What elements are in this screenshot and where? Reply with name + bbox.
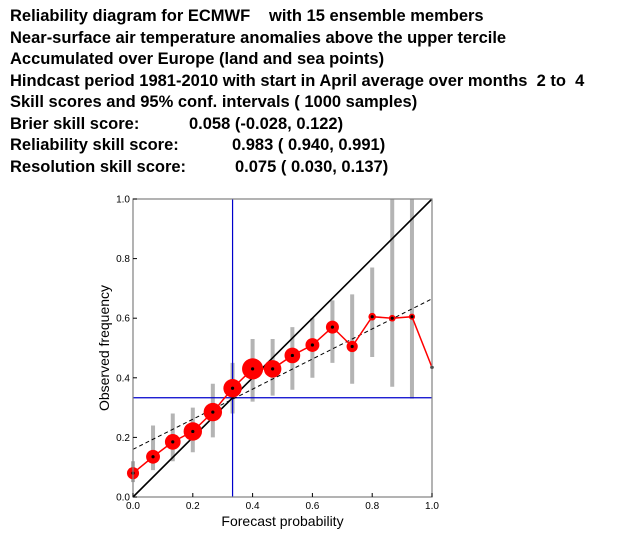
skill-intro-line: Skill scores and 95% conf. intervals ( 1… (10, 92, 584, 114)
reliability-line: Reliability skill score: 0.983 ( 0.940, 0… (10, 135, 584, 157)
brier-value: 0.058 (-0.028, 0.122) (189, 114, 344, 133)
marker-center-4 (211, 410, 215, 414)
x-tick-label-1: 0.2 (186, 501, 200, 512)
title-line-1: Reliability diagram for ECMWF with 15 ens… (10, 6, 584, 28)
axis-ticks: 0.0 0.2 0.4 0.6 0.8 1.0 0.0 0.2 0.4 0.6 0.8 1.0 (116, 195, 439, 513)
region-text: Accumulated over Europe (land and sea po… (10, 50, 385, 68)
hindcast-line: Hindcast period 1981-2010 with start in … (10, 71, 584, 93)
y-tick-label-4: 0.8 (116, 254, 130, 265)
marker-center-8 (290, 353, 294, 358)
y-tick-label-1: 0.2 (116, 433, 130, 444)
x-tick-label-4: 0.8 (365, 501, 379, 512)
perfect-reliability-diagonal (132, 198, 433, 498)
y-tick-label-3: 0.6 (116, 314, 130, 325)
title-ensemble-text: with 15 ensemble members (269, 7, 484, 25)
y-tick-label-5: 1.0 (116, 195, 130, 206)
marker-center-13 (390, 316, 394, 320)
axes-frame (132, 198, 433, 498)
title-label: Reliability diagram for ECMWF (10, 7, 251, 25)
header-text-block: Reliability diagram for ECMWF with 15 ens… (10, 6, 584, 178)
brier-line: Brier skill score: 0.058 (-0.028, 0.122) (10, 114, 584, 136)
y-tick-label-0: 0.0 (116, 493, 130, 504)
reliability-value: 0.983 ( 0.940, 0.991) (232, 136, 386, 154)
marker-center-9 (310, 343, 314, 347)
x-tick-label-5: 1.0 (425, 501, 439, 512)
marker-center-10 (330, 325, 335, 329)
marker-center-1 (151, 455, 155, 459)
marker-center-6 (251, 367, 255, 371)
reliability-curve (132, 315, 433, 474)
marker-center-5 (230, 386, 235, 390)
marker-center-3 (191, 429, 195, 434)
hindcast-text: Hindcast period 1981-2010 with start in … (10, 71, 585, 90)
x-tick-label-2: 0.4 (246, 501, 260, 512)
skill-intro-text: Skill scores and 95% conf. intervals ( 1… (10, 93, 418, 111)
y-axis-title: Observed frequency (96, 285, 112, 411)
reliability-markers (126, 312, 434, 480)
variable-text: Near-surface air temperature anomalies a… (10, 28, 507, 47)
resolution-value: 0.075 ( 0.030, 0.137) (235, 157, 389, 176)
variable-line: Near-surface air temperature anomalies a… (10, 28, 584, 50)
x-tick-label-0: 0.0 (126, 501, 140, 512)
resolution-label: Resolution skill score: (10, 157, 187, 176)
marker-center-7 (271, 367, 275, 371)
marker-center-14 (410, 315, 414, 319)
x-tick-label-3: 0.6 (305, 501, 319, 512)
brier-label: Brier skill score: (10, 114, 140, 133)
reliability-label: Reliability skill score: (10, 136, 179, 154)
confidence-interval-bars (131, 199, 414, 483)
marker-center-11 (350, 344, 354, 349)
y-tick-label-2: 0.4 (116, 373, 130, 384)
region-line: Accumulated over Europe (land and sea po… (10, 49, 584, 71)
resolution-line: Resolution skill score: 0.075 ( 0.030, 0.… (10, 157, 584, 179)
x-axis-title: Forecast probability (221, 513, 343, 529)
marker-center-12 (370, 315, 374, 319)
marker-center-2 (171, 440, 175, 444)
